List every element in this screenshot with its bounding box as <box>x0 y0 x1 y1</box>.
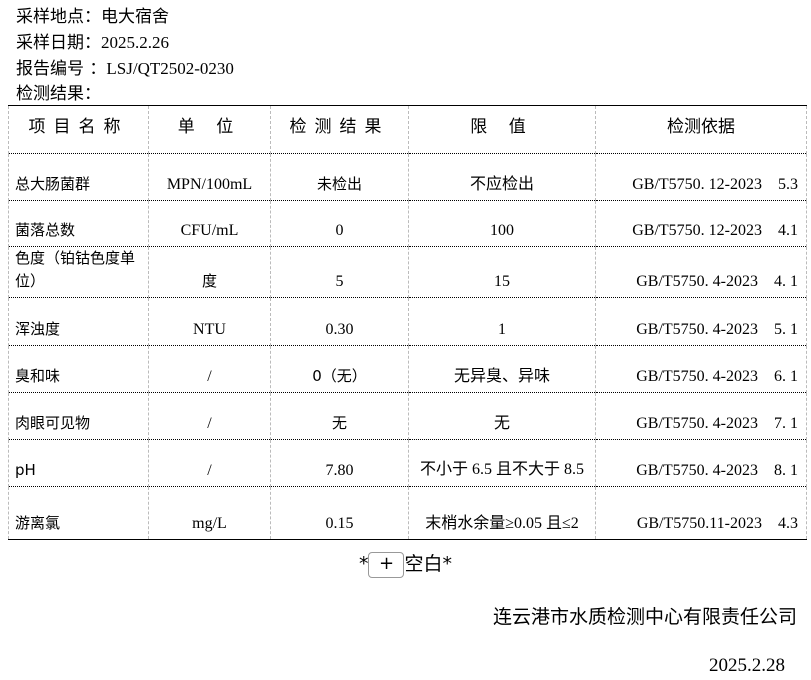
cell-basis: GB/T5750. 4-2023 7. 1 <box>595 392 807 440</box>
value: 2025.2.26 <box>101 33 169 52</box>
header-cell: 单 位 <box>148 105 271 154</box>
cell-result: 0.30 <box>270 297 409 346</box>
cell-unit: NTU <box>148 297 271 346</box>
cell-basis: GB/T5750. 4-2023 8. 1 <box>595 439 807 487</box>
blank-text: 空白* <box>404 553 452 575</box>
value: LSJ/QT2502-0230 <box>106 59 234 78</box>
cell-basis: GB/T5750. 4-2023 5. 1 <box>595 297 807 346</box>
cell-name: pH <box>8 439 149 487</box>
table-row: 游离氯 mg/L 0.15 末梢水余量≥0.05 且≤2 GB/T5750.11-202… <box>8 486 807 540</box>
asterisk: * <box>358 553 369 575</box>
cell-unit: 度 <box>148 246 271 298</box>
cell-name: 菌落总数 <box>8 200 149 247</box>
label: 采样地点： <box>16 7 101 27</box>
cell-name: 浑浊度 <box>8 297 149 346</box>
cell-result: 0 <box>270 200 409 247</box>
table-row: 肉眼可见物 / 无无 GB/T5750. 4-2023 7. 1 <box>8 392 807 440</box>
header-cell: 检测依据 <box>595 105 807 154</box>
cell-result: 0.15 <box>270 486 409 540</box>
table-row: 总大肠菌群 MPN/100mL 未检出 不应检出 GB/T5750. 12-2023 5… <box>8 153 807 201</box>
cell-name: 臭和味 <box>8 345 149 393</box>
result-label: 检测结果： <box>16 84 101 104</box>
cell-limit: 15 <box>408 246 596 298</box>
organization-name: 连云港市水质检测中心有限责任公司 <box>492 606 797 628</box>
cell-limit: 无异臭、异味 <box>408 345 596 393</box>
cell-basis: GB/T5750. 12-2023 4.1 <box>595 200 807 247</box>
cell-name: 总大肠菌群 <box>8 153 149 201</box>
table-row: 菌落总数 CFU/mL 0 100 GB/T5750. 12-2023 4.1 <box>8 200 807 247</box>
cell-result: 未检出 <box>270 153 409 201</box>
cell-unit: / <box>148 345 271 393</box>
plus-icon[interactable]: + <box>368 551 405 578</box>
cell-result: 5 <box>270 246 409 298</box>
cell-limit: 不小于 6.5 且不大于 8.5 <box>408 439 596 487</box>
cell-basis: GB/T5750. 4-2023 6. 1 <box>595 345 807 393</box>
cell-limit: 不应检出 <box>408 153 596 201</box>
cell-unit: / <box>148 439 271 487</box>
cell-unit: mg/L <box>148 486 271 540</box>
label: 采样日期： <box>16 33 101 53</box>
cell-unit: / <box>148 392 271 440</box>
label: 报告编号 ： <box>16 59 107 79</box>
sampling-location: 采样地点：电大宿舍 <box>16 2 169 27</box>
report-number: 报告编号 ：LSJ/QT2502-0230 <box>16 54 234 79</box>
cell-unit: CFU/mL <box>148 200 271 247</box>
value: 电大宿舍 <box>101 7 169 27</box>
header-cell: 项目名称 <box>8 105 149 154</box>
cell-limit: 100 <box>408 200 596 247</box>
cell-limit: 末梢水余量≥0.05 且≤2 <box>408 486 596 540</box>
blank-marker: * + 空白* <box>0 549 811 578</box>
results-table: 项目名称 单 位 检测结果 限 值 检测依据 总大肠菌群 MPN/100mL 未检出… <box>8 105 807 540</box>
sampling-date: 采样日期：2025.2.26 <box>16 28 169 53</box>
table-row: 浑浊度 NTU 0.30 1 GB/T5750. 4-2023 5. 1 <box>8 297 807 346</box>
table-row: 色度（铂钴色度单位）度 5 15 GB/T5750. 4-2023 4. 1 <box>8 246 807 298</box>
cell-result: 7.80 <box>270 439 409 487</box>
header-cell: 检测结果 <box>270 105 409 154</box>
cell-name: 肉眼可见物 <box>8 392 149 440</box>
cell-result: 0（无） <box>270 345 409 393</box>
header-cell: 限 值 <box>408 105 596 154</box>
cell-result: 无 <box>270 392 409 440</box>
cell-basis: GB/T5750.11-2023 4.3 <box>595 486 807 540</box>
cell-basis: GB/T5750. 4-2023 4. 1 <box>595 246 807 298</box>
cell-limit: 无 <box>408 392 596 440</box>
table-row: 臭和味/0（无） 无异臭、异味 GB/T5750. 4-2023 6. 1 <box>8 345 807 393</box>
cell-basis: GB/T5750. 12-2023 5.3 <box>595 153 807 201</box>
issue-date: 2025.2.28 <box>709 655 785 676</box>
cell-name: 色度（铂钴色度单位） <box>8 246 149 298</box>
cell-unit: MPN/100mL <box>148 153 271 201</box>
table-row: pH/7.80 不小于 6.5 且不大于 8.5 GB/T5750. 4-2023 … <box>8 439 807 487</box>
cell-name: 游离氯 <box>8 486 149 540</box>
table-header: 项目名称 单 位 检测结果 限 值 检测依据 <box>8 105 807 154</box>
cell-limit: 1 <box>408 297 596 346</box>
